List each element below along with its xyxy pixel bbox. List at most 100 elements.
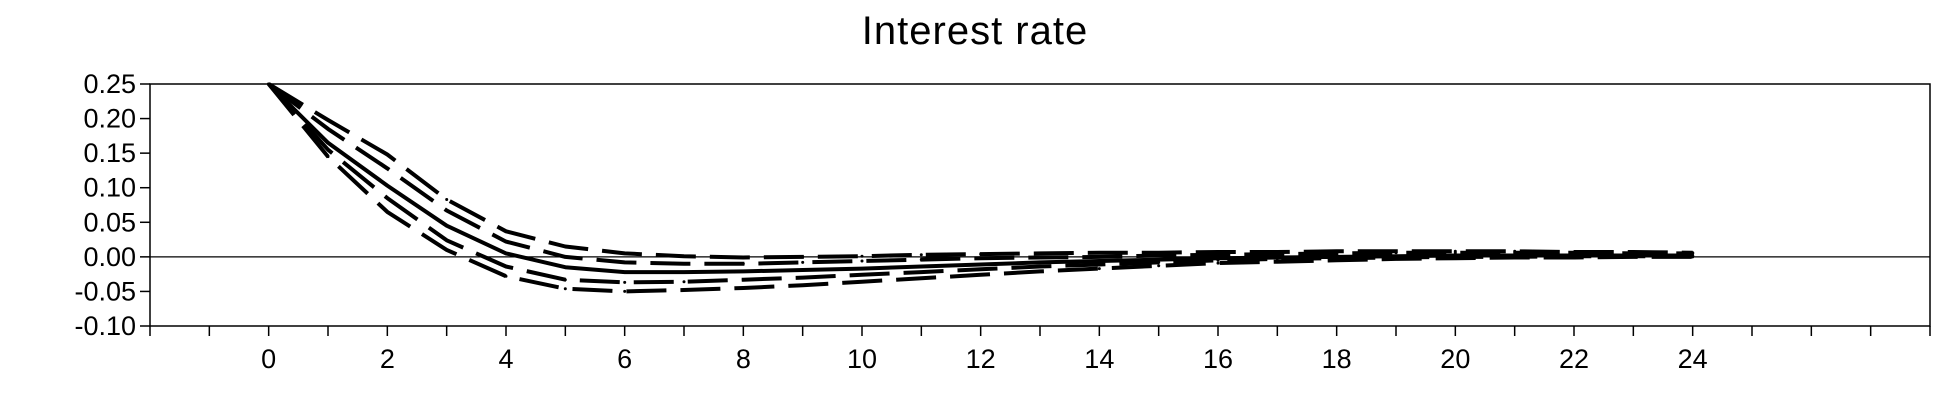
series-point <box>563 255 567 259</box>
series-point <box>1691 251 1695 255</box>
series-point <box>1157 258 1161 262</box>
series-point <box>979 256 983 260</box>
confidence-band-line <box>267 82 1693 266</box>
series-point <box>1572 251 1576 255</box>
series-point <box>326 155 330 159</box>
y-tick-label: 0.05 <box>83 207 136 237</box>
series-point <box>741 278 745 282</box>
series-point <box>741 269 745 273</box>
series-point <box>1453 251 1457 255</box>
series-point <box>979 273 983 277</box>
series-point <box>801 260 805 264</box>
series-point <box>1038 256 1042 259</box>
series-point <box>1572 256 1576 259</box>
series-point <box>1275 257 1279 261</box>
series-point <box>385 153 389 156</box>
y-tick-label: -0.10 <box>74 311 136 341</box>
series-point <box>1216 261 1220 265</box>
x-tick-label: 2 <box>380 344 395 374</box>
series-point <box>1335 258 1339 262</box>
y-axis-ticks: 0.25 0.20 0.15 0.10 0.05 0.00 -0.05 -0.10 <box>74 69 150 341</box>
series-point <box>563 265 567 269</box>
chart-title: Interest rate <box>862 9 1088 53</box>
series-point <box>1394 257 1398 261</box>
series-point <box>445 238 449 242</box>
series-point <box>1275 260 1279 264</box>
series-point <box>1157 260 1161 264</box>
series-point <box>919 270 923 274</box>
x-tick-label: 10 <box>847 344 877 374</box>
x-tick-label: 24 <box>1678 344 1708 374</box>
series-point <box>563 278 567 282</box>
series-point <box>860 267 864 271</box>
series-point <box>801 283 805 287</box>
y-tick-label: 0.25 <box>83 69 136 99</box>
series-point <box>1453 256 1457 260</box>
series-point <box>1631 255 1635 259</box>
x-tick-label: 14 <box>1084 344 1114 374</box>
y-tick-label: 0.15 <box>83 138 136 168</box>
series-point <box>1275 252 1279 256</box>
series-point <box>326 127 330 131</box>
series-point <box>919 258 923 262</box>
x-tick-label: 4 <box>498 344 513 374</box>
series-point <box>385 210 389 214</box>
series-point <box>979 263 983 266</box>
series-point <box>1513 256 1517 259</box>
series-point <box>1157 264 1161 268</box>
x-tick-label: 6 <box>617 344 632 374</box>
y-tick-label: 0.00 <box>83 242 136 272</box>
series-point <box>563 287 567 291</box>
series-point <box>385 166 389 170</box>
series-point <box>504 240 508 244</box>
series-point <box>979 267 983 271</box>
series-point <box>1097 251 1101 255</box>
series-point <box>1157 254 1161 257</box>
x-tick-label: 12 <box>966 344 996 374</box>
series-point <box>1513 251 1517 255</box>
series-point <box>860 273 864 277</box>
series-point <box>1216 253 1220 257</box>
series-point <box>682 270 686 274</box>
series-point <box>445 209 449 212</box>
series-point <box>979 252 983 256</box>
series-point <box>326 141 330 145</box>
series-point <box>267 82 271 86</box>
confidence-band-line <box>267 82 1693 294</box>
series-point <box>860 259 864 263</box>
series-point <box>563 245 567 248</box>
series-point <box>326 148 330 152</box>
series-point <box>326 118 330 122</box>
x-tick-label: 22 <box>1559 344 1589 374</box>
series-point <box>1038 251 1042 255</box>
series-point <box>445 224 449 228</box>
series-point <box>504 229 508 233</box>
series-point <box>741 262 745 266</box>
series-point <box>801 255 805 259</box>
series-lines <box>267 82 1695 294</box>
series-point <box>445 248 449 252</box>
series-point <box>1097 263 1101 266</box>
series-point <box>1216 258 1220 262</box>
series-point <box>504 274 508 278</box>
x-tick-label: 8 <box>736 344 751 374</box>
series-point <box>682 254 686 258</box>
series-point <box>1097 255 1101 259</box>
series-point <box>623 280 627 284</box>
series-point <box>1216 250 1220 254</box>
y-tick-label: 0.10 <box>83 173 136 203</box>
series-point <box>682 288 686 292</box>
series-point <box>1691 255 1695 259</box>
x-tick-label: 18 <box>1322 344 1352 374</box>
series-point <box>1038 265 1042 268</box>
series-point <box>919 276 923 280</box>
series-point <box>385 196 389 200</box>
x-tick-label: 20 <box>1440 344 1470 374</box>
series-point <box>1157 251 1161 255</box>
series-point <box>1631 251 1635 255</box>
series-point <box>1394 251 1398 255</box>
series-point <box>623 289 627 293</box>
series-point <box>445 198 449 201</box>
series-point <box>860 280 864 284</box>
